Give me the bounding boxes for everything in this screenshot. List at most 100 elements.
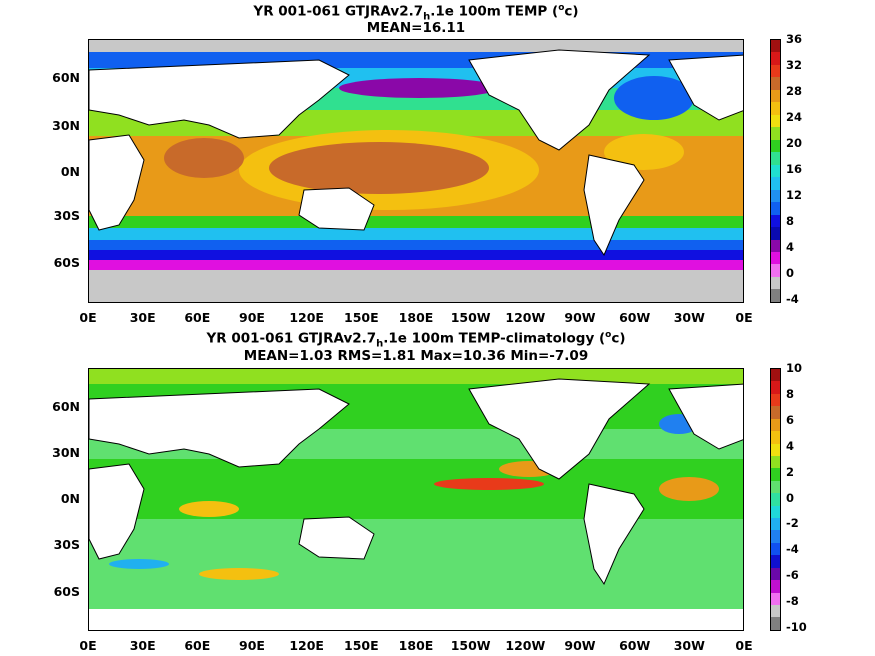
top-colorbar-segment: [771, 214, 780, 228]
top-lon-label: 60E: [184, 310, 211, 325]
top-lon-label: 30W: [673, 310, 705, 325]
bottom-colorbar-tick: -6: [786, 568, 799, 583]
top-colorbar-segment: [771, 177, 780, 190]
bottom-lon-label: 180E: [398, 638, 434, 653]
top-lon-label: 0E: [735, 310, 753, 325]
bottom-colorbar-segment: [771, 393, 780, 407]
indian-warm: [164, 138, 244, 178]
band: [89, 250, 743, 260]
top-title-unit: o: [558, 3, 565, 13]
bottom-colorbar-segment: [771, 381, 780, 394]
top-lat-60S: 60S: [53, 255, 80, 270]
band: [89, 40, 743, 52]
band: [89, 216, 743, 228]
top-colorbar-segment: [771, 52, 780, 65]
bottom-colorbar-tick: -8: [786, 594, 799, 609]
top-lon-label: 90W: [564, 310, 596, 325]
top-colorbar-segment: [771, 289, 780, 302]
top-colorbar-segment: [771, 276, 780, 290]
top-lon-label: 30E: [129, 310, 156, 325]
bottom-colorbar-segment: [771, 455, 780, 469]
top-title: YR 001-061 GTJRAv2.7h.1e 100m TEMP (oc): [88, 0, 744, 26]
bottom-colorbar-segment: [771, 592, 780, 606]
top-colorbar-segment: [771, 189, 780, 203]
band: [89, 228, 743, 240]
bottom-lon-label: 120E: [289, 638, 324, 653]
top-title-text: YR 001-061 GTJRAv2.7: [253, 3, 424, 20]
bottom-lat-60S: 60S: [53, 584, 80, 599]
top-lon-label: 90E: [239, 310, 265, 325]
bottom-lon-label: 30W: [673, 638, 705, 653]
bottom-lon-label: 0E: [79, 638, 97, 653]
bottom-lat-60N: 60N: [52, 399, 80, 414]
bottom-title-unit: o: [605, 330, 612, 340]
top-colorbar: [770, 39, 781, 303]
top-colorbar-tick: 12: [786, 188, 803, 202]
bottom-title-text: YR 001-061 GTJRAv2.7: [206, 330, 377, 347]
europe-greenland: [668, 383, 743, 450]
band: [89, 270, 743, 302]
top-colorbar-segment: [771, 152, 780, 165]
europe-greenland: [668, 54, 743, 121]
eurasia: [89, 59, 350, 139]
top-colorbar-tick: -4: [786, 292, 799, 306]
bottom-colorbar-segment: [771, 468, 780, 481]
top-colorbar-tick: 28: [786, 84, 803, 98]
bottom-lat-30N: 30N: [52, 445, 80, 460]
land: [89, 378, 743, 586]
equatorial-anomaly: [434, 478, 544, 490]
band: [89, 240, 743, 250]
bottom-lon-label: 60E: [184, 638, 211, 653]
bottom-lon-label: 90W: [564, 638, 596, 653]
bottom-lon-label: 0E: [735, 638, 753, 653]
anomaly: [659, 477, 719, 501]
bottom-colorbar-tick: 10: [786, 361, 803, 375]
band: [89, 609, 743, 630]
eurasia: [89, 388, 350, 468]
top-colorbar-tick: 24: [786, 110, 803, 124]
australia: [298, 516, 375, 560]
top-colorbar-tick: 16: [786, 162, 803, 176]
bottom-colorbar-segment: [771, 605, 780, 618]
bottom-colorbar-segment: [771, 431, 780, 444]
band: [89, 519, 743, 609]
bottom-map: [88, 368, 744, 631]
bottom-title-end: c): [611, 330, 626, 347]
bottom-colorbar-tick: 6: [786, 412, 795, 427]
top-colorbar-segment: [771, 139, 780, 153]
bottom-map-svg: [89, 369, 743, 630]
bottom-lon-label: 150W: [450, 638, 491, 653]
top-colorbar-segment: [771, 127, 780, 140]
australia: [298, 187, 375, 231]
bottom-colorbar-segment: [771, 493, 780, 506]
top-lon-label: 120E: [289, 310, 324, 325]
bottom-lon-label: 90E: [239, 638, 265, 653]
top-colorbar-segment: [771, 77, 780, 90]
top-lon-label: 150W: [450, 310, 491, 325]
bottom-colorbar-tick: 8: [786, 386, 795, 401]
top-title-text2: .1e 100m TEMP (: [430, 3, 559, 20]
anomaly: [109, 559, 169, 569]
top-lat-0N: 0N: [60, 164, 80, 179]
top-colorbar-segment: [771, 64, 780, 78]
top-map-svg: [89, 40, 743, 302]
top-colorbar-tick: 20: [786, 136, 803, 150]
bottom-lon-label: 120W: [505, 638, 546, 653]
bottom-colorbar-segment: [771, 406, 780, 419]
anomaly: [179, 501, 239, 517]
north-pacific-cool: [339, 78, 499, 98]
bottom-title-sub: h: [376, 338, 384, 350]
top-colorbar-segment: [771, 164, 780, 178]
bottom-colorbar-segment: [771, 567, 780, 581]
bottom-colorbar-tick: -2: [786, 516, 799, 531]
top-colorbar-segment: [771, 202, 780, 215]
south-america: [583, 483, 645, 586]
warm-pool-core: [269, 142, 489, 194]
bottom-colorbar-segment: [771, 518, 780, 531]
bottom-title: YR 001-061 GTJRAv2.7h.1e 100m TEMP-clima…: [88, 327, 744, 353]
bottom-colorbar-segment: [771, 418, 780, 432]
top-lon-label: 120W: [505, 310, 546, 325]
top-colorbar-tick: 32: [786, 58, 803, 72]
top-lon-label: 180E: [398, 310, 434, 325]
bottom-colorbar-segment: [771, 542, 780, 556]
